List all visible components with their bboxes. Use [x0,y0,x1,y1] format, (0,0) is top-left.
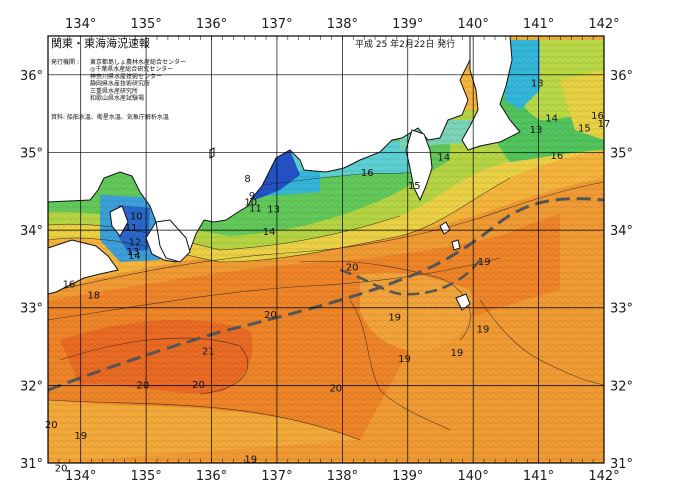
isotherm-label: 13 [127,247,140,258]
isotherm-label: 21 [202,346,215,357]
isotherm-label: 20 [346,263,359,274]
isotherm-label: 19 [478,257,491,268]
longitude-label: 138° [327,469,358,484]
longitude-label: 142° [588,469,619,484]
longitude-label: 135° [130,469,161,484]
kii-peninsula [155,219,191,263]
issuer-name: ◎千葉県水産総合研究センター [90,65,173,73]
isotherm-label: 8 [244,174,250,185]
latitude-label: 33° [610,302,633,317]
longitude-label: 139° [392,469,423,484]
isotherm-label: 10 [244,197,257,208]
issuers-label: 発行機関 : [51,58,79,66]
latitude-label: 32° [20,379,43,394]
latitude-label: 36° [20,69,43,84]
issuer-name: 神奈川県水産技術センター [90,72,162,80]
isotherm-label: 14 [128,251,141,262]
isotherm-label: 15 [408,181,421,192]
longitude-label: 139° [392,17,423,32]
longitude-label: 141° [523,17,554,32]
map-title: 関東・東海海況速報 [51,36,150,50]
latitude-label: 35° [610,146,633,161]
toshima-island [451,239,461,251]
isotherm-label: 12 [129,238,142,249]
boso-peninsula [461,35,521,151]
kuroshio-meander-line [339,259,481,296]
isotherm-label: 19 [244,454,257,465]
isotherm-label: 14 [263,227,276,238]
isotherm-label: 9 [249,191,255,202]
latitude-label: 36° [610,69,633,84]
issue-date: 平成 25 年2月22日 発行 [355,38,455,50]
data-source: 資料: 船舶水温、衛星水温、気象庁解析水温 [51,113,169,121]
latitude-labels-left: 36° 35° 34° 33° 32° 31° [20,69,43,472]
isotherm-label: 19 [450,348,463,359]
isotherm-label: 16 [551,151,564,162]
longitude-label: 136° [196,469,227,484]
latitude-label: 34° [610,224,633,239]
isotherm-label: 19 [398,354,411,365]
latitude-label: 34° [20,224,43,239]
issuer-name: 静岡県水産技術研究所 [90,80,150,88]
isotherm-label: 11 [249,204,262,215]
isotherm-label: 20 [329,384,342,395]
isotherm-label: 11 [125,223,138,234]
longitude-label: 141° [523,469,554,484]
latitude-label: 33° [20,302,43,317]
isotherm-label: 10 [130,211,143,222]
longitude-label: 135° [130,17,161,32]
isotherm-label: 18 [87,291,100,302]
isotherm-label: 20 [55,464,68,475]
longitude-label: 136° [196,17,227,32]
map-frame [47,35,605,464]
latitude-label: 32° [610,379,633,394]
longitude-label: 142° [588,17,619,32]
shikoku-landmass [47,239,119,295]
isotherm-label: 14 [545,114,558,125]
isotherm-label: 20 [136,381,149,392]
isotherm-label: 20 [45,420,58,431]
longitude-label: 140° [458,17,489,32]
longitude-label: 137° [261,469,292,484]
issuer-list: 東京都島しょ農林水産総合センター◎千葉県水産総合研究センター神奈川県水産技術セン… [90,58,186,102]
issuer-name: 東京都島しょ農林水産総合センター [90,58,186,66]
latitude-label: 35° [20,146,43,161]
isotherm-label: 13 [530,125,543,136]
isotherm-label: 16 [591,111,604,122]
isotherm-label: 19 [477,325,490,336]
hachijojima [455,293,471,311]
longitude-label: 140° [458,469,489,484]
isotherm-label: 19 [388,312,401,323]
latitude-label: 31° [20,457,43,472]
issuer-name: 和歌山県水産試験場 [90,94,144,102]
isotherm-label: 20 [264,310,277,321]
longitude-label: 134° [65,469,96,484]
isotherm-label: 15 [578,124,591,135]
awaji-island [109,205,129,237]
longitude-labels-bottom: 134° 135° 136° 137° 138° 139° 140° 141° 142° [65,469,620,484]
isotherm-label: 20 [192,380,205,391]
longitude-label: 138° [327,17,358,32]
isotherm-label: 19 [74,431,87,442]
isotherm-label: 16 [361,168,374,179]
isotherm-label: 16 [63,280,76,291]
longitude-label: 137° [261,17,292,32]
latitude-label: 31° [610,457,633,472]
isotherm-label: 13 [267,204,280,215]
isotherm-label: 13 [531,79,544,90]
isotherm-label: 14 [437,152,450,163]
longitude-labels-top: 134° 135° 136° 137° 138° 139° 140° 141° 142° [65,17,620,32]
longitude-label: 134° [65,17,96,32]
issuer-name: 三重県水産研究所 [90,87,138,95]
honshu-landmass [47,35,471,263]
small-island [209,147,215,159]
latitude-labels-right: 36° 35° 34° 33° 32° 31° [610,69,633,472]
